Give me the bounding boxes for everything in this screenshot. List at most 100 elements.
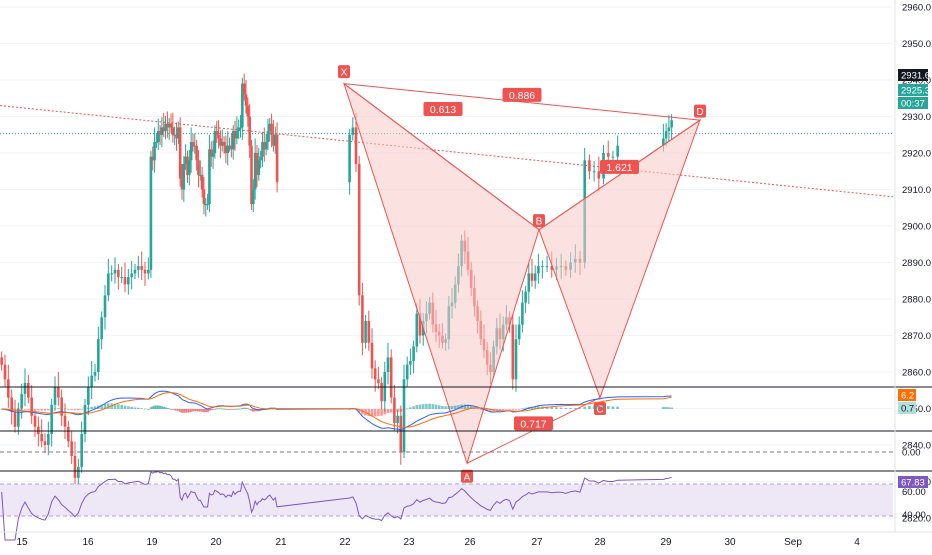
macd-histogram-bar (143, 408, 147, 410)
macd-histogram-bar (485, 409, 489, 412)
macd-histogram-bar (235, 408, 239, 410)
candle (357, 155, 361, 306)
macd-histogram-bar (70, 409, 73, 410)
macd-histogram-bar (564, 407, 568, 409)
candle-body (147, 269, 150, 274)
macd-histogram-bar (453, 405, 457, 409)
candle (517, 316, 521, 345)
date-tick: 22 (339, 537, 351, 548)
candle (244, 80, 248, 114)
candle-body (155, 142, 158, 144)
candle (215, 120, 219, 143)
candle-body (175, 134, 178, 139)
candle-body (364, 320, 367, 343)
candle-body (67, 426, 70, 442)
candle-body (20, 393, 23, 409)
price-label-bg (898, 69, 928, 81)
candle (264, 134, 268, 156)
candle (140, 251, 143, 281)
candle-body (47, 434, 50, 445)
last-price-label: 2925.3 (901, 86, 930, 97)
macd-histogram-bar (197, 409, 200, 412)
candle-body (173, 134, 176, 136)
candle-body (255, 153, 259, 175)
macd-histogram-bar (272, 408, 275, 410)
candle-body (10, 397, 13, 413)
macd-histogram-bar (233, 408, 237, 410)
candle-body (275, 134, 279, 183)
candle (266, 118, 270, 151)
candle (228, 137, 231, 152)
candle-body (667, 127, 671, 132)
candle (380, 377, 383, 410)
point-label-bg (461, 469, 473, 483)
macd-histogram-bar (217, 408, 220, 410)
macd-histogram-bar (37, 409, 40, 411)
macd-histogram-bar (100, 404, 103, 409)
candle-body (396, 415, 399, 424)
macd-histogram-bar (550, 407, 554, 409)
candle (175, 122, 178, 151)
candle (137, 255, 140, 278)
candle-body (3, 364, 7, 380)
macd-histogram-bar (228, 409, 231, 410)
candle-body (153, 142, 156, 161)
candle-body (162, 127, 166, 132)
macd-histogram-bar (246, 408, 250, 410)
candle (524, 285, 527, 313)
macd-histogram-bar (130, 406, 133, 409)
candle (217, 120, 220, 149)
candle-body (259, 156, 262, 161)
candle-body (264, 142, 268, 150)
candle (169, 113, 173, 134)
candle-body (380, 382, 383, 402)
candle (133, 263, 137, 280)
candle-body (208, 149, 211, 205)
candle-body (367, 320, 371, 343)
date-tick: 28 (594, 537, 606, 548)
date-tick: 21 (275, 537, 287, 548)
candle (348, 128, 351, 195)
candle (97, 326, 100, 381)
candle-body (550, 266, 554, 270)
date-tick: 4 (854, 537, 860, 548)
candle-body (198, 174, 202, 176)
candle-body (60, 397, 63, 416)
ratio-label-bg (600, 159, 639, 174)
candle (592, 161, 596, 182)
candle (162, 112, 166, 137)
candle-body (169, 123, 173, 128)
signal-line (1, 392, 672, 428)
candle-body (195, 145, 198, 161)
candle (30, 385, 33, 424)
rsi-value-label-bg (898, 476, 928, 488)
candle-body (237, 127, 240, 132)
candle-body (127, 277, 130, 285)
candle (231, 125, 235, 160)
macd-histogram-bar (222, 408, 226, 410)
macd-histogram-bar (93, 406, 97, 409)
macd-histogram-bar (361, 409, 364, 415)
macd-histogram-bar (83, 408, 87, 410)
price-tick: 2850.0 (902, 404, 931, 415)
macd-histogram-bar (253, 409, 257, 412)
candle-body (184, 156, 187, 164)
candle-body (409, 361, 412, 365)
macd-histogram-bar (188, 409, 191, 413)
date-tick: 29 (660, 537, 672, 548)
macd-histogram-bar (479, 409, 483, 410)
candle (257, 147, 261, 181)
candle (193, 133, 197, 154)
macd-histogram-bar (198, 409, 202, 412)
macd-line (1, 390, 672, 431)
macd-histogram-bar (242, 407, 246, 409)
candle (402, 364, 406, 459)
candle-body (402, 379, 406, 453)
candle-body (166, 123, 169, 128)
candle (177, 121, 180, 145)
candle (275, 122, 279, 193)
candle-body (80, 434, 83, 467)
macd-histogram-bar (602, 405, 605, 409)
